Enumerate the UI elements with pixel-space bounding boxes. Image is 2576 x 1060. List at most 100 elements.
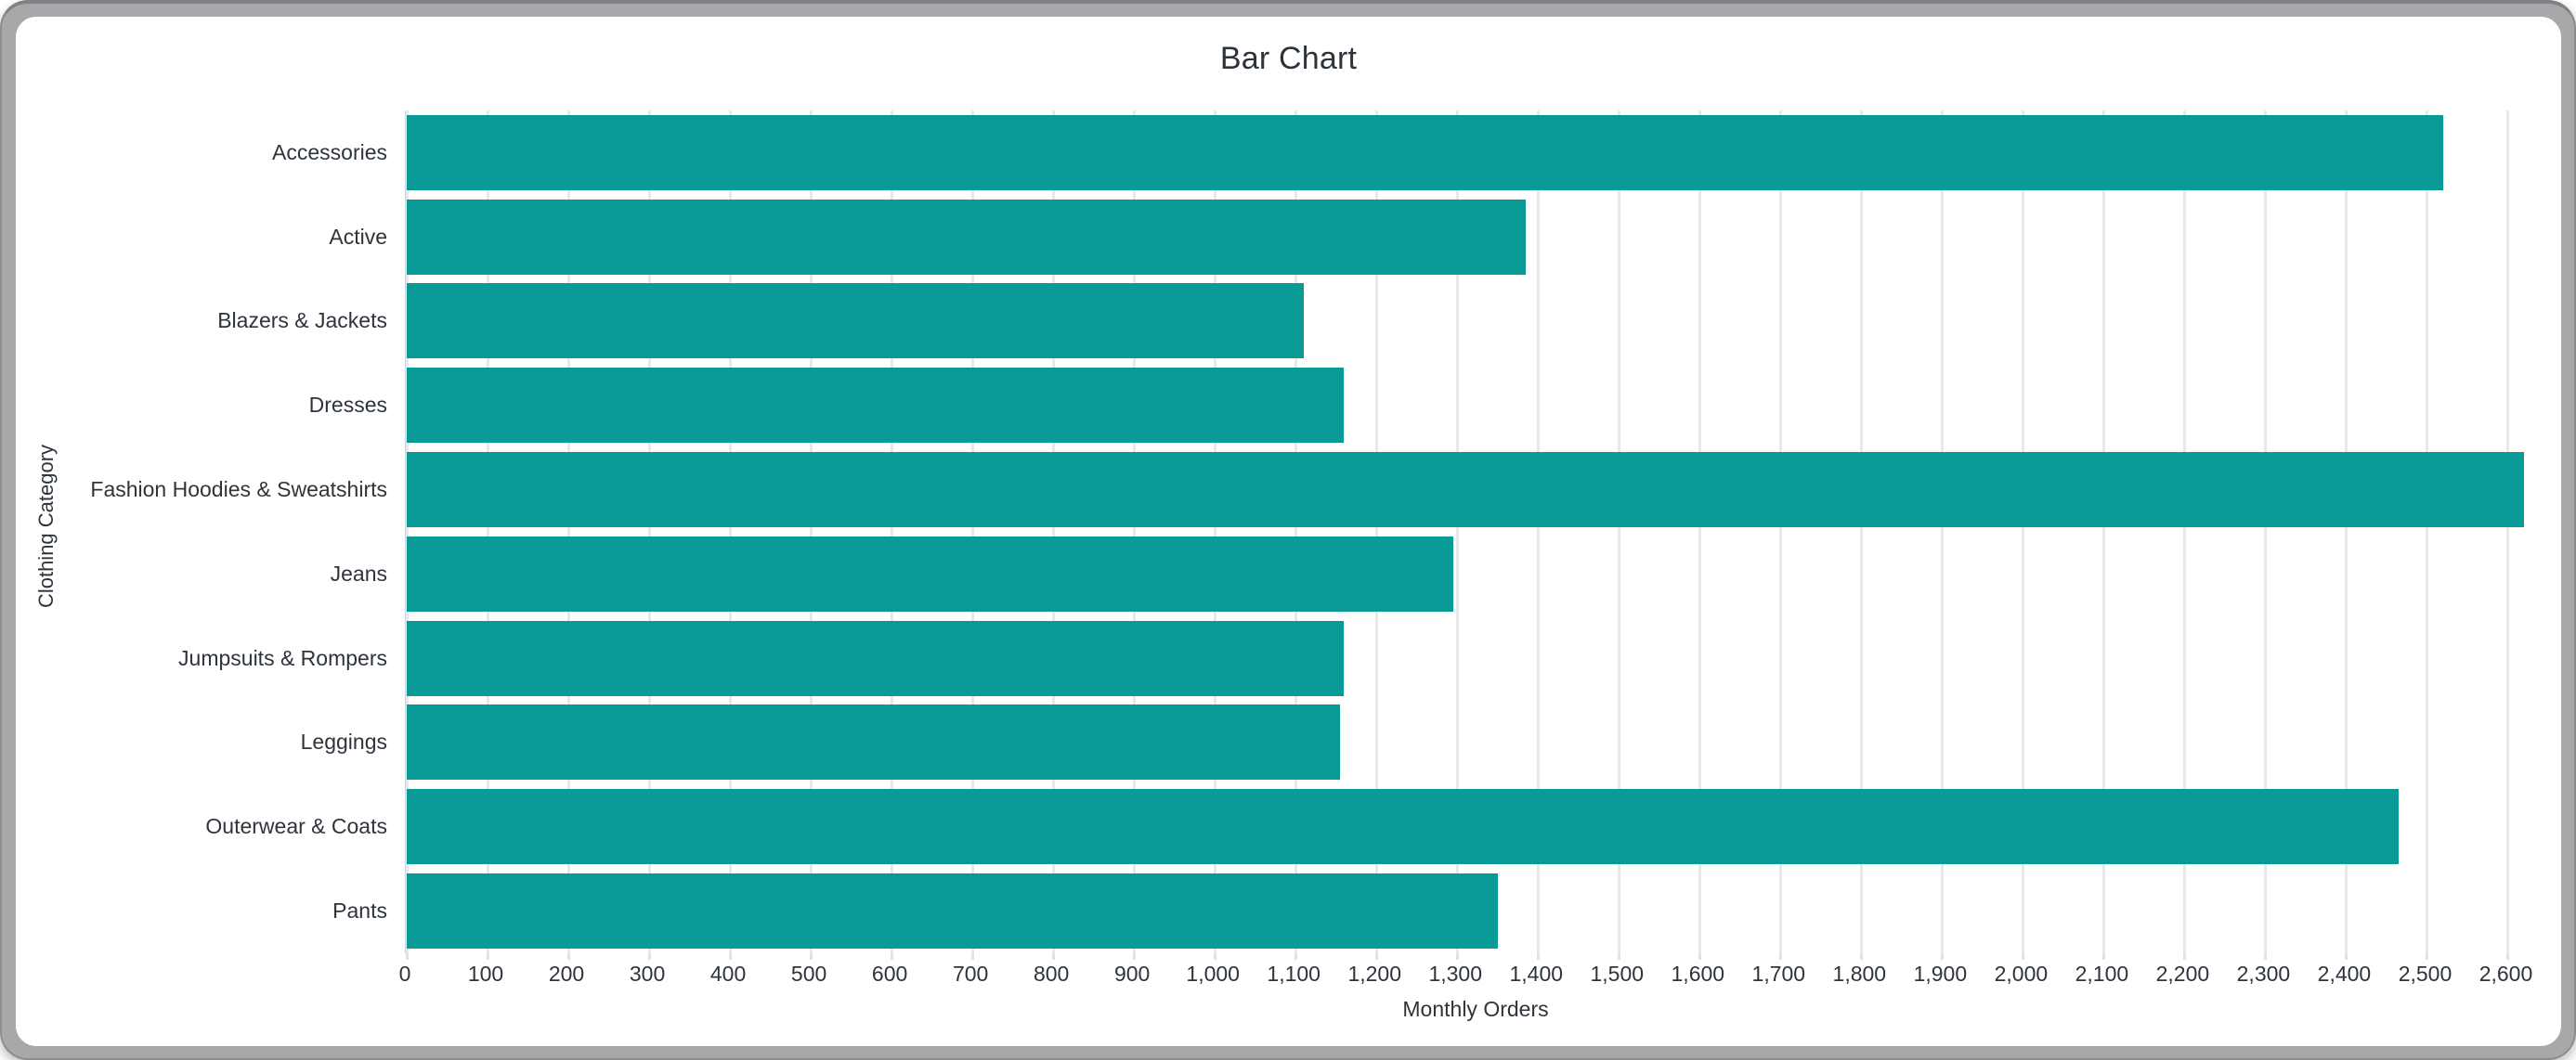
x-tick-label: 1,100 bbox=[1267, 962, 1321, 986]
y-tick-label: Pants bbox=[332, 898, 387, 924]
x-tick-label: 2,000 bbox=[1994, 962, 2049, 986]
bar-row bbox=[407, 784, 2548, 869]
gridline bbox=[1295, 110, 1298, 953]
x-tick-mark bbox=[648, 953, 652, 960]
y-label-row: Blazers & Jackets bbox=[16, 279, 387, 364]
x-tick-mark bbox=[2022, 953, 2025, 960]
gridline bbox=[1698, 110, 1702, 953]
x-tick-label: 500 bbox=[790, 962, 827, 986]
gridline bbox=[1537, 110, 1541, 953]
bar-row bbox=[407, 701, 2548, 785]
x-tick-mark bbox=[2183, 953, 2187, 960]
y-label-row: Dresses bbox=[16, 363, 387, 447]
x-tick-mark bbox=[406, 953, 409, 960]
x-tick-mark bbox=[1779, 953, 1783, 960]
x-tick-mark bbox=[2102, 953, 2106, 960]
chart-title: Bar Chart bbox=[1219, 41, 1358, 76]
x-tick-label: 1,300 bbox=[1428, 962, 1483, 986]
gridline bbox=[1214, 110, 1217, 953]
y-label-row: Jeans bbox=[16, 532, 387, 616]
bar-pants bbox=[407, 873, 1498, 950]
gridline bbox=[487, 110, 490, 953]
x-tick-mark bbox=[1375, 953, 1379, 960]
gridline bbox=[810, 110, 813, 953]
x-tick-label: 1,000 bbox=[1186, 962, 1240, 986]
gridline bbox=[1133, 110, 1137, 953]
y-tick-label: Accessories bbox=[272, 139, 387, 164]
x-tick-label: 1,500 bbox=[1590, 962, 1645, 986]
y-tick-label: Jumpsuits & Rompers bbox=[178, 645, 387, 670]
x-tick-label: 1,400 bbox=[1509, 962, 1564, 986]
bar-row bbox=[407, 532, 2548, 616]
y-tick-labels: Accessories Active Blazers & Jackets Dresse… bbox=[16, 110, 387, 953]
y-label-row: Jumpsuits & Rompers bbox=[16, 616, 387, 701]
bar-row bbox=[407, 279, 2548, 364]
x-tick-label: 2,100 bbox=[2075, 962, 2129, 986]
x-tick-label: 2,400 bbox=[2317, 962, 2372, 986]
x-tick-label: 2,500 bbox=[2398, 962, 2452, 986]
x-tick-mark bbox=[1456, 953, 1460, 960]
x-tick-label: 2,300 bbox=[2236, 962, 2291, 986]
x-tick-mark bbox=[2426, 953, 2429, 960]
x-tick-mark bbox=[2506, 953, 2510, 960]
gridline bbox=[2102, 110, 2106, 953]
plot-area bbox=[405, 110, 2548, 960]
y-tick-label: Fashion Hoodies & Sweatshirts bbox=[90, 477, 387, 502]
x-tick-label: 700 bbox=[952, 962, 989, 986]
x-tick-mark bbox=[891, 953, 894, 960]
gridline bbox=[567, 110, 571, 953]
x-tick-mark bbox=[2345, 953, 2348, 960]
gridline bbox=[729, 110, 733, 953]
x-tick-mark bbox=[1618, 953, 1621, 960]
gridline bbox=[2264, 110, 2268, 953]
bar-accessories bbox=[407, 114, 2443, 190]
bar-row bbox=[407, 447, 2548, 532]
y-tick-label: Outerwear & Coats bbox=[205, 814, 387, 839]
bar-blazers-jackets bbox=[407, 283, 1304, 359]
x-tick-mark bbox=[487, 953, 490, 960]
chart-card: Bar Chart Clothing Category Accessories A… bbox=[16, 17, 2561, 1046]
gridline bbox=[1375, 110, 1379, 953]
gridline bbox=[2426, 110, 2429, 953]
x-tick-label: 1,200 bbox=[1347, 962, 1401, 986]
x-tick-mark bbox=[971, 953, 975, 960]
gridline bbox=[2506, 110, 2510, 953]
x-tick-label: 2,600 bbox=[2478, 962, 2533, 986]
bar-jumpsuits-rompers bbox=[407, 620, 1345, 696]
x-tick-label: 1,600 bbox=[1671, 962, 1725, 986]
x-tick-mark bbox=[1295, 953, 1298, 960]
x-tick-label: 400 bbox=[709, 962, 747, 986]
x-tick-mark bbox=[1860, 953, 1864, 960]
y-label-row: Outerwear & Coats bbox=[16, 784, 387, 869]
y-label-row: Pants bbox=[16, 869, 387, 953]
x-tick-label: 200 bbox=[548, 962, 585, 986]
x-tick-mark bbox=[1214, 953, 1217, 960]
x-tick-label: 1,700 bbox=[1751, 962, 1806, 986]
gridline bbox=[1941, 110, 1945, 953]
x-axis-title: Monthly Orders bbox=[1402, 997, 1549, 1021]
x-tick-mark bbox=[1941, 953, 1945, 960]
gridline bbox=[1456, 110, 1460, 953]
gridline bbox=[1860, 110, 1864, 953]
gridline bbox=[406, 110, 409, 953]
bar-leggings bbox=[407, 705, 1341, 781]
x-tick-label: 600 bbox=[871, 962, 908, 986]
x-tick-mark bbox=[729, 953, 733, 960]
x-tick-label: 800 bbox=[1033, 962, 1070, 986]
gridline bbox=[1618, 110, 1621, 953]
x-tick-label: 0 bbox=[398, 962, 411, 986]
bar-fashion-hoodies-sweatshirts bbox=[407, 452, 2524, 528]
y-label-row: Active bbox=[16, 195, 387, 279]
x-tick-mark bbox=[810, 953, 813, 960]
bar-row bbox=[407, 869, 2548, 953]
y-tick-label: Jeans bbox=[330, 561, 387, 586]
x-tick-labels: 0 100 200 300 400 500 600 700 800 900 1,000 1,100 1,… bbox=[399, 962, 2546, 989]
bar-dresses bbox=[407, 368, 1345, 444]
x-tick-mark bbox=[1537, 953, 1541, 960]
x-tick-label: 1,900 bbox=[1913, 962, 1968, 986]
y-tick-label: Dresses bbox=[308, 393, 387, 418]
y-label-row: Accessories bbox=[16, 110, 387, 195]
y-tick-label: Leggings bbox=[300, 730, 387, 755]
x-tick-mark bbox=[2264, 953, 2268, 960]
